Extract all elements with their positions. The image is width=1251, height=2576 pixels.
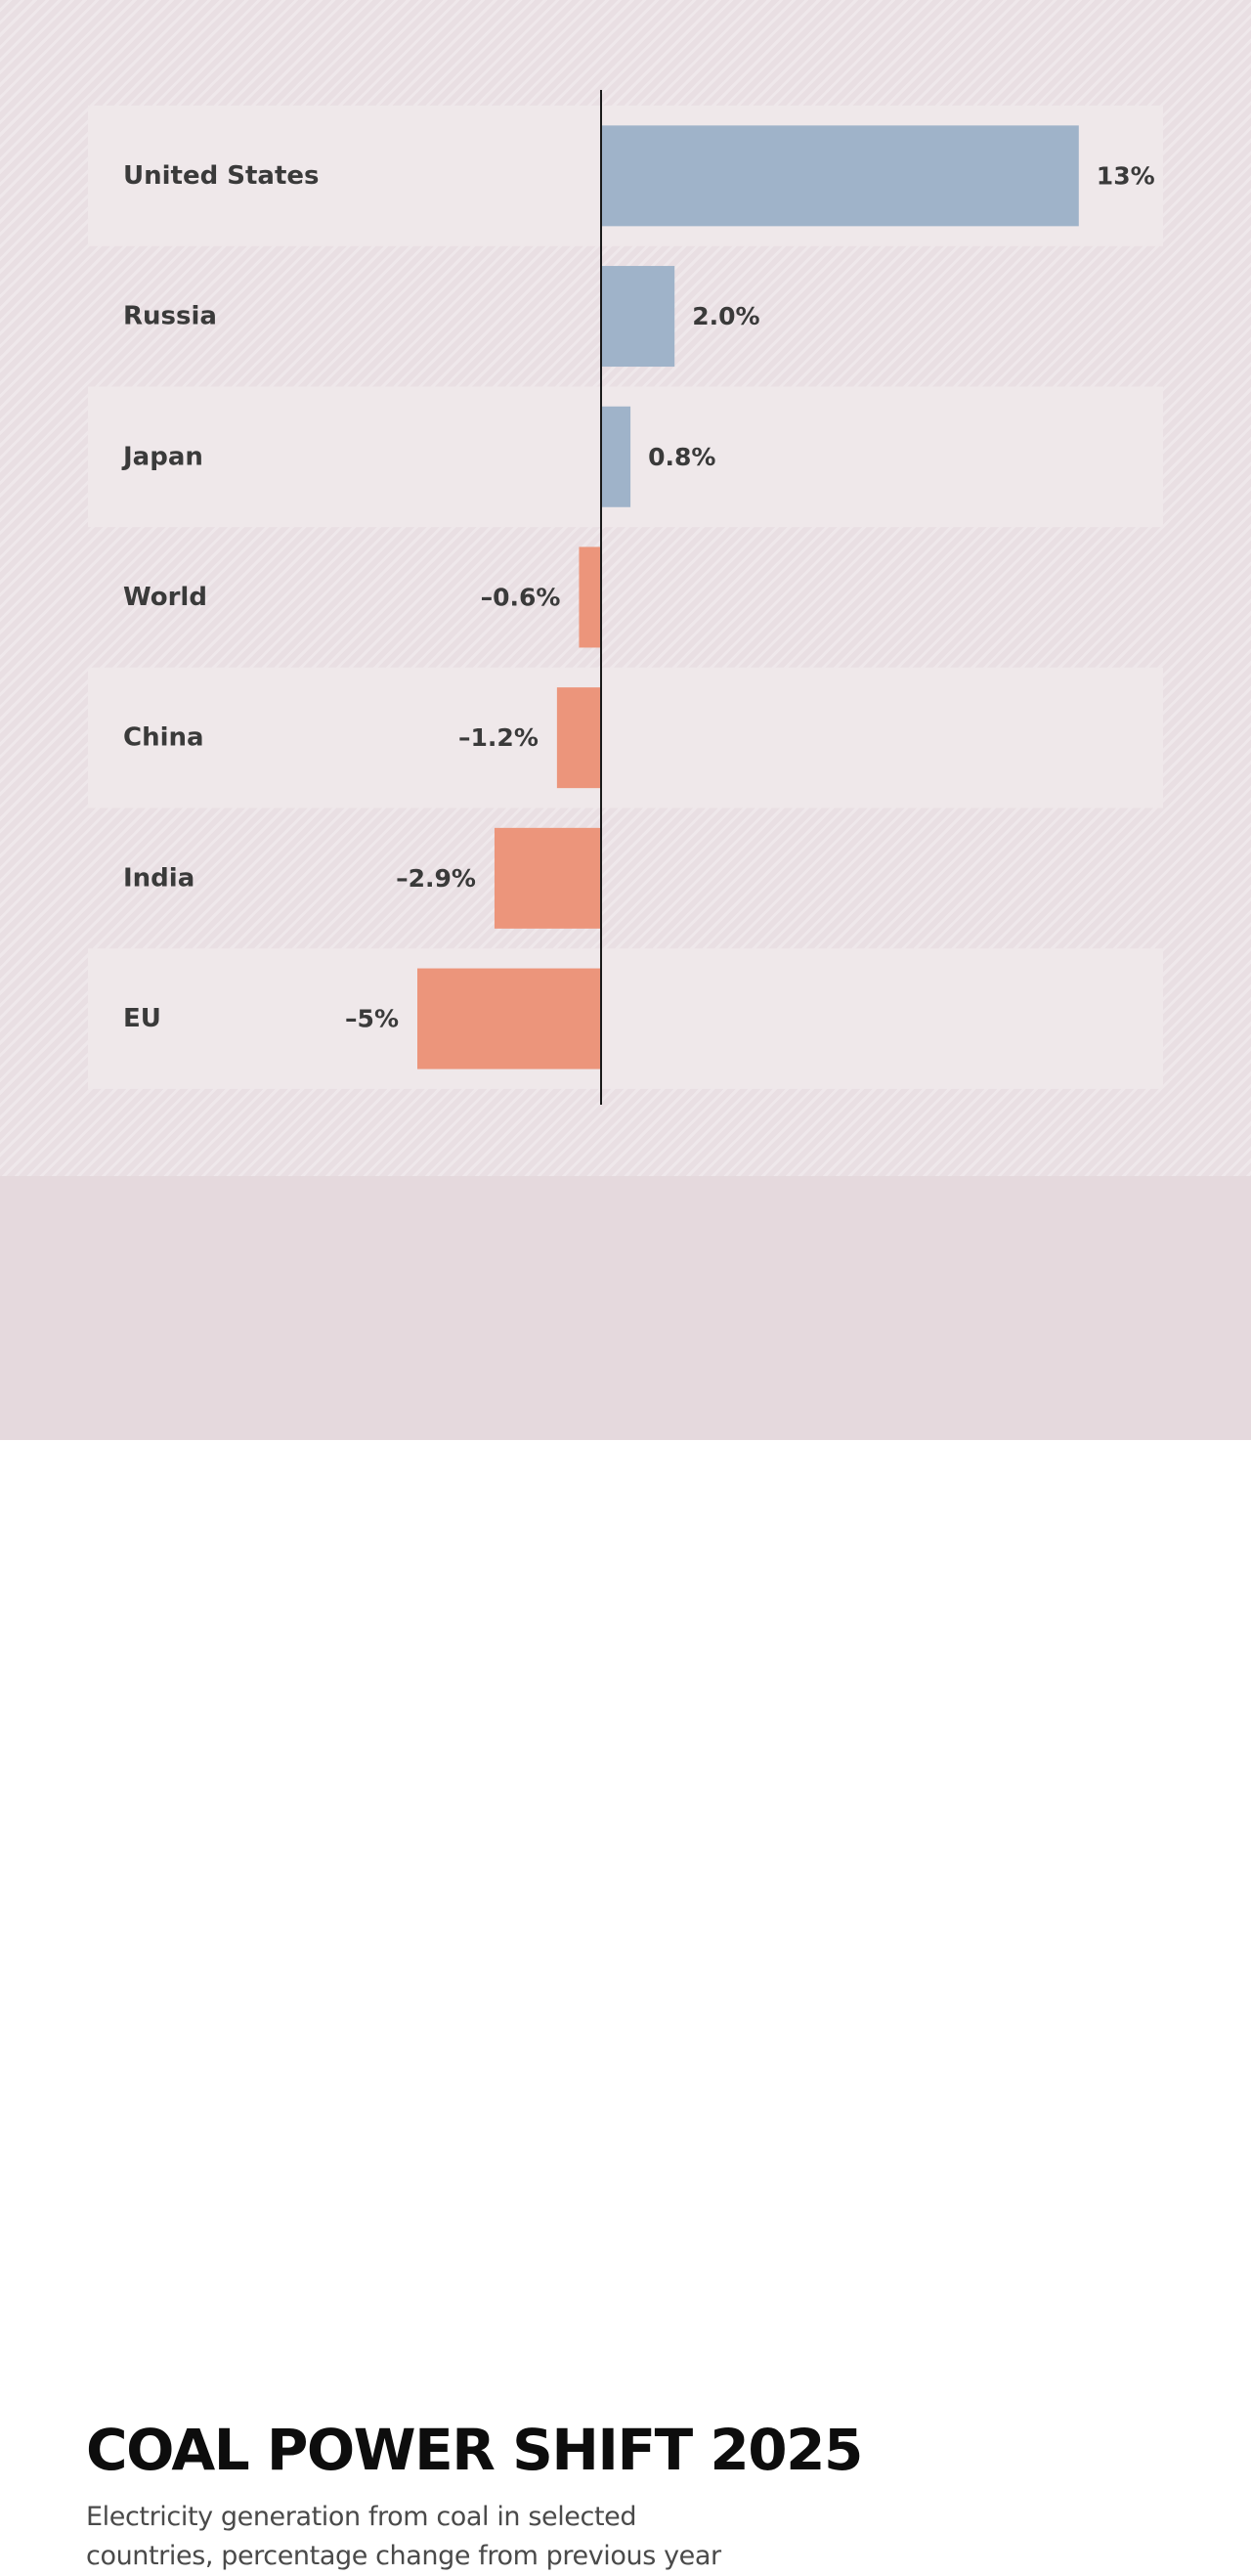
bar-world — [579, 546, 601, 648]
value-label-world: –0.6% — [481, 583, 561, 611]
value-label-eu: –5% — [345, 1005, 399, 1033]
category-label-japan: Japan — [121, 442, 203, 471]
chart-subtitle: Electricity generation from coal in sele… — [86, 2502, 721, 2571]
value-label-japan: 0.8% — [648, 443, 715, 471]
chart-area: United States 13% Russia 2.0% Japan 0.8% World… — [0, 0, 1251, 1176]
row-band-eu — [88, 948, 1163, 1089]
bar-united-states — [601, 125, 1079, 227]
value-label-russia: 2.0% — [692, 302, 759, 330]
bar-russia — [601, 266, 675, 368]
category-label-united-states: United States — [123, 161, 320, 191]
category-label-china: China — [123, 723, 204, 753]
category-label-russia: Russia — [123, 302, 217, 331]
row-band-china — [88, 667, 1163, 808]
chart-title: COAL POWER SHIFT 2025 — [86, 2417, 863, 2483]
bar-china — [556, 687, 601, 789]
value-label-united-states: 13% — [1097, 161, 1155, 190]
bar-india — [494, 827, 601, 929]
bar-japan — [601, 406, 631, 507]
category-label-india: India — [123, 863, 194, 893]
value-label-india: –2.9% — [396, 864, 476, 893]
category-label-eu: EU — [123, 1004, 161, 1033]
bar-eu — [417, 968, 601, 1070]
category-label-world: World — [123, 583, 207, 612]
value-label-china: –1.2% — [458, 723, 539, 752]
bar-chart: United States 13% Russia 2.0% Japan 0.8% World… — [88, 90, 1163, 1105]
caption-panel: COAL POWER SHIFT 2025 Electricity genera… — [0, 1176, 1251, 2571]
